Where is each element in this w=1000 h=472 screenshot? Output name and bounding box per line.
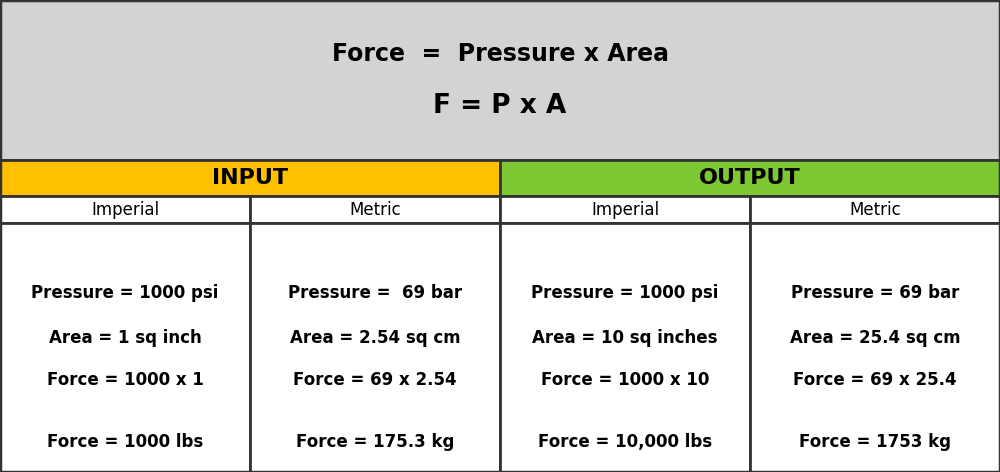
Text: INPUT: INPUT [212, 168, 288, 188]
Text: Force = 1753 kg: Force = 1753 kg [799, 433, 951, 451]
Text: Force = 1000 x 1: Force = 1000 x 1 [47, 371, 203, 389]
Text: F = P x A: F = P x A [433, 93, 567, 119]
Bar [0, 196, 250, 223]
Bar [0, 160, 500, 196]
Text: Area = 25.4 sq cm: Area = 25.4 sq cm [790, 329, 960, 346]
Text: OUTPUT: OUTPUT [699, 168, 801, 188]
Text: Pressure = 69 bar: Pressure = 69 bar [791, 284, 959, 302]
Text: Imperial: Imperial [591, 201, 659, 219]
Text: Force = 69 x 25.4: Force = 69 x 25.4 [793, 371, 957, 389]
Text: Pressure = 1000 psi: Pressure = 1000 psi [31, 284, 219, 302]
Bar [250, 196, 500, 223]
Bar [0, 223, 250, 472]
Text: Force = 10,000 lbs: Force = 10,000 lbs [538, 433, 712, 451]
Text: Force = 1000 lbs: Force = 1000 lbs [47, 433, 203, 451]
Bar [500, 160, 1000, 196]
Bar [500, 223, 750, 472]
Bar [750, 196, 1000, 223]
Text: Metric: Metric [849, 201, 901, 219]
Text: Imperial: Imperial [91, 201, 159, 219]
Bar [250, 223, 500, 472]
Text: Pressure =  69 bar: Pressure = 69 bar [288, 284, 462, 302]
Text: Force = 175.3 kg: Force = 175.3 kg [296, 433, 454, 451]
Text: Force = 1000 x 10: Force = 1000 x 10 [541, 371, 709, 389]
Bar [750, 223, 1000, 472]
Bar [0, 0, 1000, 160]
Text: Pressure = 1000 psi: Pressure = 1000 psi [531, 284, 719, 302]
Text: Area = 2.54 sq cm: Area = 2.54 sq cm [290, 329, 460, 346]
Text: Force = 69 x 2.54: Force = 69 x 2.54 [293, 371, 457, 389]
Text: Metric: Metric [349, 201, 401, 219]
Text: Area = 10 sq inches: Area = 10 sq inches [532, 329, 718, 346]
Text: Area = 1 sq inch: Area = 1 sq inch [49, 329, 201, 346]
Bar [500, 196, 750, 223]
Text: Force  =  Pressure x Area: Force = Pressure x Area [332, 42, 668, 66]
